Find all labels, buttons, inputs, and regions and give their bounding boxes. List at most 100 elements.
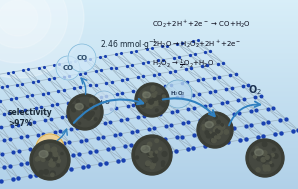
Bar: [0, 49, 298, 50]
Circle shape: [85, 107, 89, 111]
Bar: [0, 37, 298, 38]
Bar: [0, 86, 298, 87]
Bar: [0, 184, 298, 185]
Bar: [0, 10, 298, 11]
Circle shape: [90, 98, 94, 102]
Bar: [0, 81, 298, 82]
Bar: [0, 57, 298, 58]
Circle shape: [145, 164, 148, 166]
Bar: [0, 134, 298, 135]
Ellipse shape: [143, 92, 150, 98]
Bar: [0, 29, 298, 30]
Circle shape: [218, 129, 222, 134]
Bar: [0, 38, 298, 39]
Bar: [0, 109, 298, 110]
Bar: [0, 136, 298, 137]
Bar: [0, 48, 298, 49]
Circle shape: [51, 173, 54, 177]
Bar: [0, 106, 298, 107]
Bar: [0, 11, 298, 12]
Circle shape: [135, 83, 169, 117]
Bar: [0, 80, 298, 81]
Circle shape: [138, 86, 166, 114]
Bar: [0, 102, 298, 103]
Text: 2.46 mmol$\cdot$g$^{-1}$: 2.46 mmol$\cdot$g$^{-1}$: [100, 38, 158, 52]
Circle shape: [266, 155, 271, 159]
Bar: [0, 111, 298, 112]
Circle shape: [149, 99, 153, 104]
Bar: [0, 35, 298, 36]
Bar: [0, 186, 298, 187]
Bar: [0, 85, 298, 86]
Bar: [0, 171, 298, 172]
Circle shape: [162, 164, 164, 167]
Circle shape: [141, 150, 143, 152]
Circle shape: [197, 112, 233, 148]
Circle shape: [211, 121, 216, 125]
Bar: [0, 50, 298, 51]
Ellipse shape: [0, 0, 84, 78]
Circle shape: [83, 109, 88, 114]
Bar: [0, 160, 298, 161]
Circle shape: [34, 144, 66, 176]
Circle shape: [72, 108, 75, 112]
Circle shape: [159, 147, 162, 150]
Bar: [0, 63, 298, 64]
Bar: [0, 125, 298, 126]
Bar: [0, 156, 298, 157]
Circle shape: [46, 156, 50, 160]
Circle shape: [52, 147, 57, 152]
Bar: [0, 82, 298, 83]
Circle shape: [154, 157, 158, 161]
Bar: [0, 175, 298, 176]
Circle shape: [221, 124, 224, 126]
Bar: [0, 32, 298, 33]
Circle shape: [156, 100, 161, 105]
Bar: [0, 154, 298, 155]
Bar: [0, 13, 298, 14]
Circle shape: [153, 104, 155, 106]
Bar: [0, 6, 298, 7]
Bar: [0, 142, 298, 143]
Circle shape: [56, 56, 80, 80]
Bar: [0, 107, 298, 108]
Circle shape: [150, 165, 154, 169]
Circle shape: [266, 157, 271, 161]
Circle shape: [72, 108, 76, 112]
Ellipse shape: [255, 149, 263, 156]
Bar: [0, 185, 298, 186]
Bar: [0, 5, 298, 6]
Bar: [0, 166, 298, 167]
Circle shape: [254, 155, 257, 158]
Circle shape: [50, 159, 52, 162]
Circle shape: [209, 123, 211, 125]
Bar: [0, 145, 298, 146]
Bar: [0, 83, 298, 84]
Bar: [0, 60, 298, 61]
Circle shape: [252, 152, 254, 155]
Text: selectivity
>97%: selectivity >97%: [8, 108, 53, 128]
Bar: [0, 128, 298, 129]
Bar: [0, 158, 298, 159]
Bar: [0, 93, 298, 94]
Bar: [0, 137, 298, 138]
Circle shape: [218, 126, 221, 129]
Circle shape: [70, 97, 100, 127]
Circle shape: [261, 157, 266, 162]
Bar: [0, 56, 298, 57]
Circle shape: [76, 100, 79, 103]
Circle shape: [212, 133, 216, 138]
Circle shape: [153, 99, 156, 102]
Bar: [0, 1, 298, 2]
Bar: [0, 40, 298, 41]
Circle shape: [52, 163, 54, 165]
Circle shape: [41, 158, 45, 161]
Text: H$_2$O: H$_2$O: [97, 98, 111, 108]
Bar: [0, 120, 298, 121]
Circle shape: [143, 91, 146, 94]
Circle shape: [48, 153, 51, 155]
Circle shape: [224, 130, 229, 134]
Bar: [0, 152, 298, 153]
Text: 2H$_2$O → H$_2$O$_2$+2H$^+$+2e$^-$: 2H$_2$O → H$_2$O$_2$+2H$^+$+2e$^-$: [152, 38, 242, 50]
Circle shape: [45, 145, 49, 149]
